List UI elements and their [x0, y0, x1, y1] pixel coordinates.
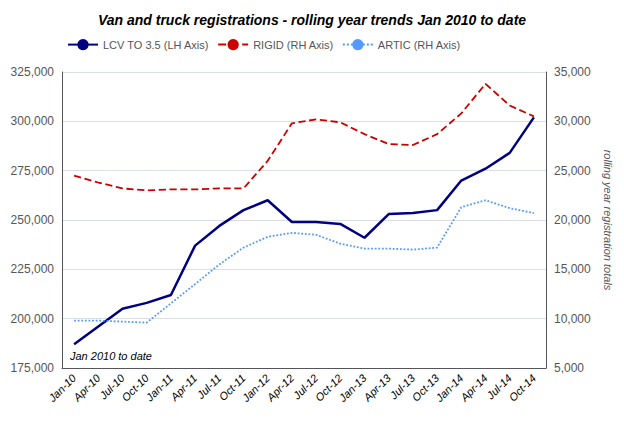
svg-text:Van and truck registrations -: Van and truck registrations - rolling ye…: [98, 12, 526, 28]
svg-text:325,000: 325,000: [11, 65, 55, 79]
svg-text:15,000: 15,000: [554, 262, 591, 276]
svg-text:Apr-12: Apr-12: [264, 372, 296, 404]
svg-text:5,000: 5,000: [554, 361, 584, 375]
svg-text:ARTIC (RH Axis): ARTIC (RH Axis): [378, 39, 460, 51]
svg-text:Jan-13: Jan-13: [336, 371, 370, 405]
svg-text:Jan-12: Jan-12: [239, 372, 272, 405]
svg-text:25,000: 25,000: [554, 164, 591, 178]
svg-text:Jan-10: Jan-10: [45, 371, 79, 405]
svg-text:Oct-14: Oct-14: [506, 372, 538, 404]
svg-text:RIGID (RH Axis): RIGID (RH Axis): [253, 39, 333, 51]
svg-text:Apr-14: Apr-14: [457, 372, 489, 404]
svg-text:225,000: 225,000: [11, 262, 55, 276]
svg-text:Oct-10: Oct-10: [119, 371, 151, 404]
svg-text:35,000: 35,000: [554, 65, 591, 79]
svg-text:200,000: 200,000: [11, 312, 55, 326]
svg-text:175,000: 175,000: [11, 361, 55, 375]
svg-text:20,000: 20,000: [554, 213, 591, 227]
svg-text:10,000: 10,000: [554, 312, 591, 326]
svg-text:Jul-13: Jul-13: [387, 371, 418, 402]
svg-text:300,000: 300,000: [11, 114, 55, 128]
svg-text:Oct-13: Oct-13: [409, 371, 442, 404]
svg-text:Jan-14: Jan-14: [433, 372, 466, 405]
svg-text:Oct-12: Oct-12: [312, 371, 345, 404]
svg-text:Jul-12: Jul-12: [290, 371, 321, 402]
svg-text:Apr-10: Apr-10: [70, 371, 103, 404]
svg-text:Jul-10: Jul-10: [97, 371, 127, 402]
svg-text:Apr-11: Apr-11: [168, 372, 200, 404]
svg-text:rolling year registration tota: rolling year registration totals: [602, 150, 614, 291]
svg-text:Oct-11: Oct-11: [216, 371, 248, 403]
svg-text:LCV TO 3.5 (LH Axis): LCV TO 3.5 (LH Axis): [103, 39, 208, 51]
svg-text:Jul-11: Jul-11: [194, 371, 224, 401]
svg-text:Jul-14: Jul-14: [484, 371, 514, 402]
svg-text:250,000: 250,000: [11, 213, 55, 227]
svg-text:275,000: 275,000: [11, 164, 55, 178]
svg-text:Jan-11: Jan-11: [143, 372, 175, 404]
svg-text:Jan 2010 to date: Jan 2010 to date: [69, 350, 152, 362]
svg-text:30,000: 30,000: [554, 114, 591, 128]
svg-text:Apr-13: Apr-13: [361, 371, 394, 404]
